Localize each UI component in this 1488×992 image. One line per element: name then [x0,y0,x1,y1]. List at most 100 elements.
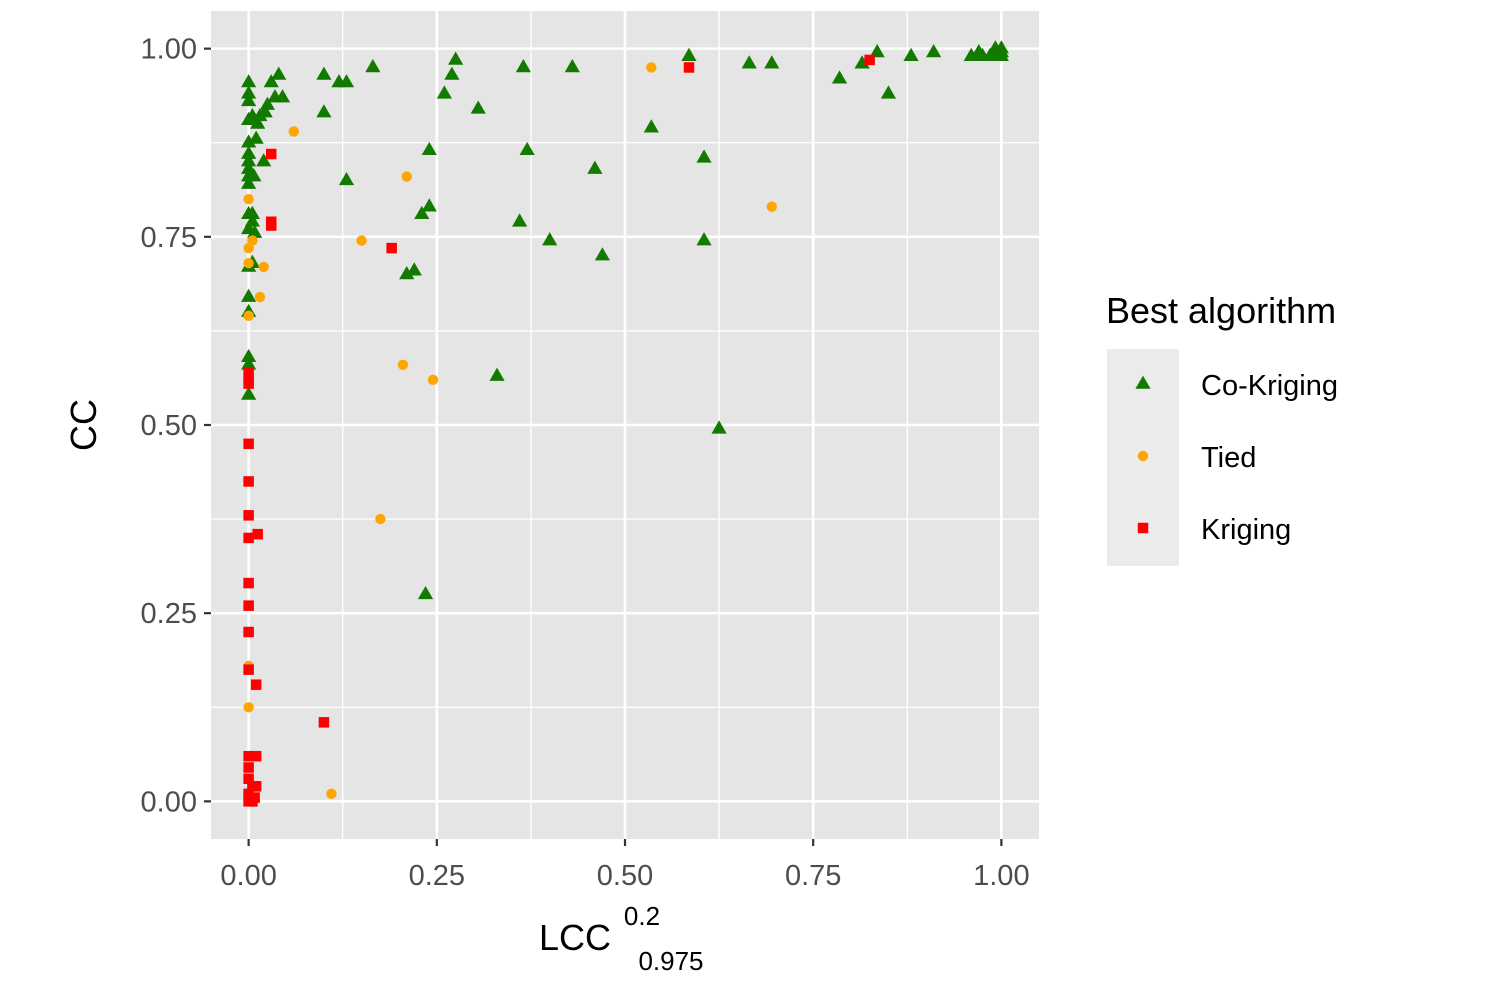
co-kriging-point [338,171,355,186]
co-kriging-point [256,153,272,167]
kriging-point [265,148,277,160]
co-kriging-point [696,232,712,246]
co-kriging-point [764,55,780,69]
co-kriging-point [470,100,486,114]
co-kriging-point [246,168,262,182]
co-kriging-point [338,74,355,88]
kriging-point [683,62,695,73]
legend-label-co-kriging: Co-Kriging [1201,370,1338,402]
kriging-point [864,54,875,66]
legend-key-tied [1137,450,1149,462]
co-kriging-point [241,386,257,400]
x-axis-title-subscript: 0.975 [638,946,703,976]
tied-point [646,62,657,73]
kriging-point [243,773,254,785]
x-tick-label: 1.00 [973,860,1029,892]
co-kriging-point [241,160,257,174]
tied-point [258,261,269,273]
y-tick-label: 0.50 [141,410,197,442]
co-kriging-point [241,175,257,189]
kriging-point [243,476,254,487]
tied-point [375,513,386,525]
y-tick-label: 1.00 [141,34,197,66]
co-kriging-point [241,74,257,88]
x-axis-title: LCC 0.2 0.975 [539,892,704,976]
kriging-point [243,367,254,378]
tied-point [243,310,254,322]
kriging-point [386,242,397,254]
x-tick-label: 0.00 [220,860,276,892]
kriging-point [243,664,254,675]
co-kriging-point [681,47,697,61]
kriging-point [265,220,277,231]
co-kriging-point [421,141,437,156]
co-kriging-point [741,55,757,69]
co-kriging-point [542,232,558,246]
legend: Best algorithm Co-Kriging Tied Kriging [1106,290,1338,566]
co-kriging-point [831,70,848,84]
co-kriging-point [421,198,437,212]
co-kriging-point [241,288,257,302]
co-kriging-point [241,134,257,148]
co-kriging-point [993,44,1009,58]
tied-point [247,235,258,246]
co-kriging-point [489,367,505,381]
legend-key-co-kriging [1135,375,1151,389]
tied-point [243,702,254,713]
co-kriging-point [436,85,452,99]
legend-label-tied: Tied [1201,442,1256,474]
kriging-point [243,532,254,544]
co-kriging-point [241,145,257,159]
y-axis-title: CC [63,399,104,451]
y-tick-label: 0.75 [141,222,197,254]
tied-point [766,201,777,212]
kriging-point [250,750,262,762]
x-tick-label: 0.75 [785,860,841,892]
kriging-point [243,378,254,389]
co-kriging-point [564,59,580,73]
legend-key-kriging [1137,522,1149,534]
co-kriging-point [869,44,885,58]
co-kriging-point [406,262,422,276]
co-kriging-point [594,247,611,261]
co-kriging-point [316,104,332,118]
co-kriging-point [316,66,332,80]
co-kriging-point [926,44,942,58]
tied-point [397,359,409,370]
co-kriging-point [241,92,257,107]
co-kriging-point [963,47,979,61]
data-points [241,40,1009,807]
co-kriging-point [241,85,257,99]
tied-point [427,374,439,386]
co-kriging-point [854,55,870,69]
kriging-point [243,510,254,521]
y-axis: 0.00 0.25 0.50 0.75 1.00 [141,34,211,818]
co-kriging-point [880,85,897,99]
tied-point [356,235,367,246]
kriging-point [243,600,254,611]
kriging-point [252,528,263,540]
co-kriging-point [414,205,430,220]
co-kriging-point [259,96,276,110]
co-kriging-point [444,66,460,80]
kriging-point [243,438,254,450]
co-kriging-point [263,74,279,88]
tied-point [401,171,412,182]
x-axis-title-base: LCC [539,917,611,958]
co-kriging-point [257,104,273,118]
co-kriging-point [417,585,434,600]
kriging-point [243,626,254,638]
co-kriging-point [519,141,535,156]
x-axis: 0.00 0.25 0.50 0.75 1.00 [220,839,1030,892]
tied-point [326,788,337,800]
kriging-point [243,750,254,762]
y-tick-label: 0.25 [141,598,197,630]
co-kriging-point [250,115,266,129]
kriging-point [243,762,254,773]
co-kriging-point [274,89,291,103]
co-kriging-point [271,66,287,80]
co-kriging-point [244,205,260,220]
kriging-point [243,577,254,589]
co-kriging-point [365,59,381,73]
